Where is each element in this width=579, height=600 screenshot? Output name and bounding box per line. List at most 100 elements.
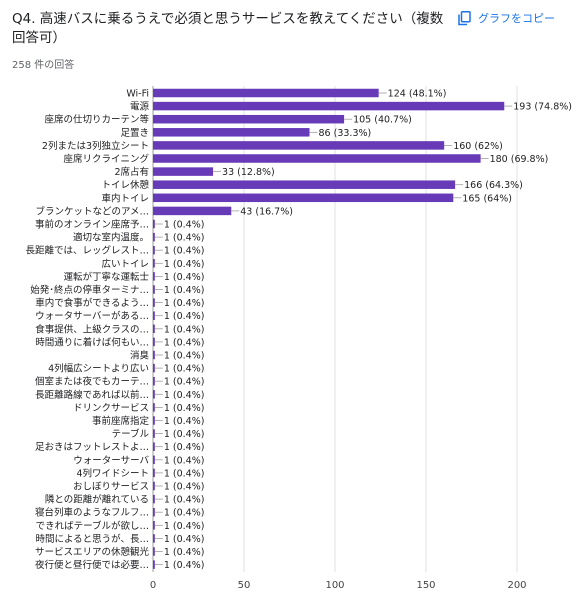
- bar: [153, 534, 155, 543]
- category-label: 足置き: [120, 128, 149, 139]
- category-label: 座席の仕切りカーテン等: [44, 114, 149, 126]
- category-label: 長距離路線であれば以前…: [35, 389, 149, 401]
- x-tick-label: 100: [325, 580, 344, 591]
- category-label: テーブル: [112, 428, 150, 440]
- bar: [153, 232, 155, 242]
- x-tick-label: 200: [507, 580, 526, 591]
- category-label: 事前のオンライン座席予…: [35, 219, 149, 231]
- data-label: 1 (0.4%): [164, 351, 205, 362]
- data-label: 1 (0.4%): [164, 547, 205, 558]
- category-label: 4列ワイドシート: [76, 467, 149, 479]
- data-label: 105 (40.7%): [353, 115, 412, 126]
- category-label: 座席リクライニング: [63, 153, 149, 165]
- data-label: 1 (0.4%): [164, 337, 205, 348]
- category-label: 時間通りに着けば何もい…: [35, 336, 149, 348]
- bar: [153, 429, 155, 438]
- data-label: 1 (0.4%): [164, 429, 205, 440]
- category-label: 個室または夜でもカーテ…: [35, 376, 149, 388]
- category-label: ウォーターサーバ: [73, 455, 149, 466]
- category-label: 夜行便と昼行便では必要…: [35, 559, 149, 571]
- data-label: 165 (64%): [462, 193, 512, 204]
- bar: [153, 219, 155, 229]
- bar: [153, 521, 155, 530]
- bar: [153, 560, 155, 569]
- bar: [153, 206, 232, 216]
- bar: [153, 416, 155, 425]
- bar: [153, 350, 155, 360]
- category-label: 寝台列車のようなフルフ…: [35, 507, 149, 519]
- data-label: 124 (48.1%): [388, 89, 447, 100]
- data-label: 1 (0.4%): [164, 390, 205, 401]
- data-label: 86 (33.3%): [319, 128, 372, 139]
- bar: [153, 167, 214, 176]
- data-label: 166 (64.3%): [464, 180, 523, 191]
- category-label: 事前座席指定: [92, 415, 150, 427]
- data-label: 1 (0.4%): [164, 246, 205, 257]
- category-label: 長距離では、レッグレスト…: [25, 245, 149, 257]
- bar: [153, 481, 155, 491]
- category-label: 始発･終点の停車ターミナ…: [30, 284, 149, 296]
- category-label: 車内トイレ: [101, 192, 149, 204]
- bar: [153, 507, 155, 517]
- x-tick-label: 0: [150, 580, 156, 591]
- bar: [153, 494, 155, 504]
- bar: [153, 455, 155, 465]
- data-label: 1 (0.4%): [164, 311, 205, 322]
- category-label: 車内で食事ができるよう…: [35, 297, 149, 309]
- bar: [153, 154, 481, 163]
- category-label: 適切な室内温度。: [73, 232, 149, 244]
- data-label: 33 (12.8%): [222, 167, 275, 178]
- category-label: Wi-Fi: [126, 89, 149, 100]
- bar: [153, 468, 155, 478]
- data-label: 1 (0.4%): [164, 482, 205, 493]
- category-label: サービスエリアの休憩観光: [35, 546, 150, 558]
- data-label: 1 (0.4%): [164, 259, 205, 270]
- bar: [153, 141, 445, 150]
- data-label: 1 (0.4%): [164, 416, 205, 427]
- data-label: 1 (0.4%): [164, 508, 205, 519]
- data-label: 1 (0.4%): [164, 455, 205, 466]
- category-label: 広いトイレ: [101, 258, 149, 270]
- bar: [153, 114, 345, 124]
- bar: [153, 88, 379, 98]
- category-label: ブランケットなどのアメ…: [35, 205, 149, 217]
- data-label: 1 (0.4%): [164, 495, 205, 506]
- category-label: 電源: [130, 102, 150, 113]
- data-label: 1 (0.4%): [164, 298, 205, 309]
- bar: [153, 193, 454, 203]
- bar: [153, 259, 155, 268]
- bar: [153, 245, 155, 255]
- copy-chart-label: グラフをコピー: [478, 12, 555, 25]
- category-label: 隣との距離が離れている: [45, 494, 149, 506]
- bar: [153, 363, 155, 373]
- data-label: 1 (0.4%): [164, 560, 205, 571]
- category-label: できればテーブルが欲し…: [36, 520, 149, 532]
- copy-chart-button[interactable]: グラフをコピー: [458, 10, 555, 26]
- category-label: 食事提供、上級クラスの…: [35, 323, 149, 335]
- data-label: 1 (0.4%): [164, 534, 205, 545]
- data-label: 193 (74.8%): [513, 102, 572, 113]
- data-label: 1 (0.4%): [164, 377, 205, 388]
- bar: [153, 324, 155, 334]
- x-tick-label: 50: [238, 580, 251, 591]
- category-label: 時間によると思うが、長…: [35, 533, 149, 545]
- bar: [153, 285, 155, 294]
- category-label: おしぼりサービス: [73, 482, 149, 493]
- bar: [153, 128, 310, 137]
- bar: [153, 442, 155, 451]
- category-label: 4列幅広シートより広い: [48, 363, 149, 375]
- category-label: トイレ休憩: [101, 179, 149, 191]
- chart-header: Q4. 高速バスに乗るうえで必須と思うサービスを教えてください（複数回答可）: [12, 10, 452, 48]
- data-label: 1 (0.4%): [164, 272, 205, 283]
- bar: [153, 337, 155, 347]
- category-label: 2席占有: [114, 166, 149, 178]
- bar: [153, 272, 155, 281]
- data-label: 180 (69.8%): [490, 154, 549, 165]
- category-label: ドリンクサービス: [73, 403, 149, 414]
- data-label: 1 (0.4%): [164, 233, 205, 244]
- bar: [153, 101, 505, 111]
- x-tick-label: 150: [416, 580, 435, 591]
- copy-icon: [458, 10, 471, 26]
- data-label: 1 (0.4%): [164, 285, 205, 296]
